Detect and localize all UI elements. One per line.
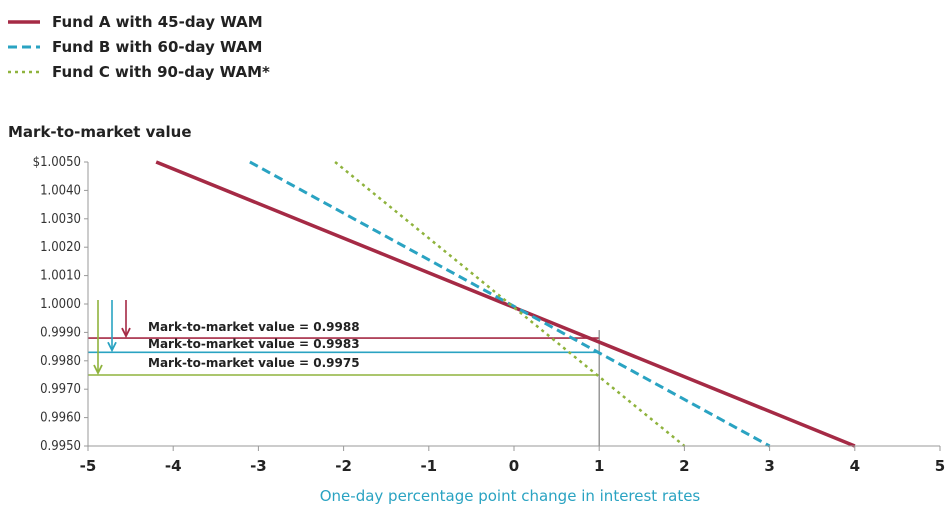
x-tick-label: 5 [935, 457, 945, 475]
legend-label-3: Fund C with 90-day WAM* [52, 63, 270, 81]
y-tick-label: 0.9960 [40, 411, 81, 426]
legend-label-2: Fund B with 60-day WAM [52, 38, 262, 56]
annotation-label-3: Mark-to-market value = 0.9975 [148, 356, 360, 370]
y-tick-label: 0.9990 [40, 325, 81, 340]
x-tick-label: -3 [250, 457, 267, 475]
legend: Fund A with 45-day WAM Fund B with 60-day… [8, 13, 270, 81]
arrow-head-1 [121, 327, 131, 339]
y-tick-label: 1.0010 [40, 269, 81, 284]
x-tick-label: 2 [679, 457, 689, 475]
annotation-label-2: Mark-to-market value = 0.9983 [148, 337, 360, 351]
x-tick-label: -5 [80, 457, 97, 475]
legend-label-1: Fund A with 45-day WAM [52, 13, 263, 31]
arrow-head-2 [107, 341, 117, 353]
reference-lines [88, 300, 600, 446]
x-tick-label: 0 [509, 457, 519, 475]
x-tick-label: -4 [165, 457, 182, 475]
series-line-3 [334, 161, 686, 447]
x-tick-label: 4 [850, 457, 860, 475]
y-axis-label: Mark-to-market value [8, 123, 192, 141]
annotations: Mark-to-market value = 0.9988 Mark-to-mar… [148, 320, 360, 370]
x-axis-label: One-day percentage point change in inter… [320, 487, 701, 505]
y-tick-label: 1.0040 [40, 183, 81, 198]
y-tick-label: 1.0020 [40, 240, 81, 255]
series-line-1 [155, 160, 856, 448]
y-tick-label: 0.9950 [40, 439, 81, 454]
y-tick-label: 0.9970 [40, 382, 81, 397]
x-tick-label: 1 [594, 457, 604, 475]
x-tick-label: -2 [335, 457, 352, 475]
y-tick-label: 1.0030 [40, 212, 81, 227]
y-tick-label: $1.0050 [33, 155, 81, 170]
y-tick-label: 1.0000 [40, 297, 81, 312]
axes: $1.0050 1.0040 1.0030 1.0020 1.0010 1.0000 0.9… [33, 155, 946, 475]
x-tick-label: 3 [764, 457, 774, 475]
annotation-label-1: Mark-to-market value = 0.9988 [148, 320, 360, 334]
arrow-head-3 [93, 364, 103, 376]
x-tick-label: -1 [420, 457, 437, 475]
series-group [155, 160, 856, 448]
y-tick-label: 0.9980 [40, 354, 81, 369]
